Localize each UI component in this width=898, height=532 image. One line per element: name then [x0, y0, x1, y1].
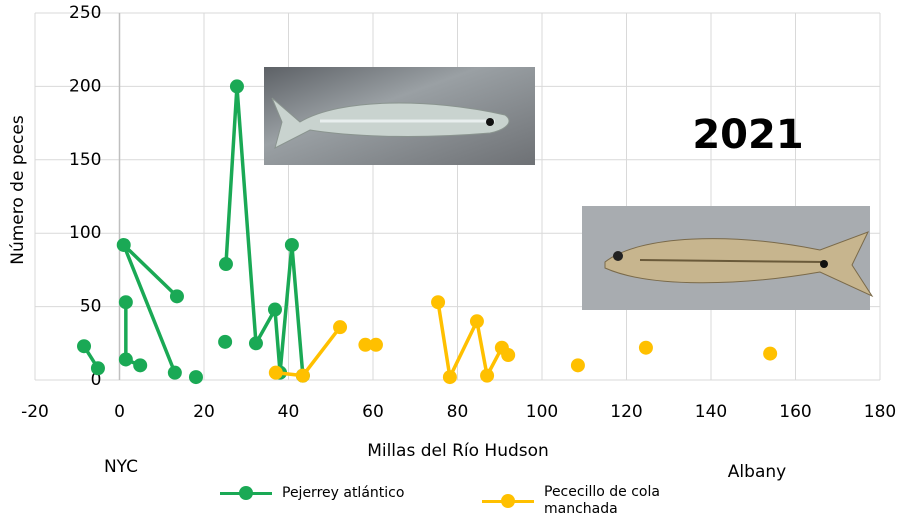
- x-tick-label: 40: [278, 402, 300, 422]
- y-tick-label: 250: [69, 3, 101, 23]
- series-line: [276, 302, 770, 377]
- x-tick-label: 180: [864, 402, 896, 422]
- x-tick-label: 80: [447, 402, 469, 422]
- data-point: [268, 365, 283, 380]
- x-tick-label: 140: [695, 402, 727, 422]
- y-tick-label: 0: [91, 370, 102, 390]
- legend-item: Pejerrey atlántico: [220, 484, 432, 502]
- x-tick-label: 0: [114, 402, 125, 422]
- y-tick-label: 200: [69, 76, 101, 96]
- data-point: [638, 340, 653, 355]
- data-point: [218, 257, 233, 272]
- data-point: [118, 352, 133, 367]
- data-point: [116, 237, 131, 252]
- x-tick-label: 160: [779, 402, 811, 422]
- fish-photo-2: [582, 206, 874, 310]
- data-point: [295, 368, 310, 383]
- y-tick-label: 100: [69, 223, 101, 243]
- grid-layer: 0 50 100 150 200 250 -20 0 20 40 60 80 100 120 140 160 1…: [21, 3, 896, 422]
- data-point: [469, 314, 484, 329]
- data-point: [358, 337, 373, 352]
- y-axis-title: Número de peces: [8, 115, 28, 265]
- legend-label: Pececillo de cola manchada: [544, 484, 660, 517]
- data-point: [248, 336, 263, 351]
- legend-item: Pececillo de cola manchada: [482, 484, 694, 518]
- y-tick-label: 150: [69, 150, 101, 170]
- data-point: [501, 348, 516, 363]
- annotation: NYC: [104, 457, 138, 477]
- data-point: [167, 365, 182, 380]
- data-point: [169, 289, 184, 304]
- data-point: [431, 295, 446, 310]
- data-point: [763, 346, 778, 361]
- data-point: [267, 302, 282, 317]
- data-point: [284, 237, 299, 252]
- data-point: [90, 361, 105, 376]
- y-tick-label: 50: [80, 297, 102, 317]
- annotation: Albany: [728, 462, 786, 482]
- data-point: [118, 295, 133, 310]
- data-point: [218, 334, 233, 349]
- data-point: [229, 79, 244, 94]
- legend-label: Pejerrey atlántico: [282, 484, 405, 501]
- x-tick-label: -20: [21, 402, 49, 422]
- x-tick-label: 20: [193, 402, 215, 422]
- year-label: 2021: [692, 112, 803, 158]
- plot-layer: [77, 79, 778, 385]
- x-tick-label: 60: [362, 402, 384, 422]
- x-tick-label: 100: [526, 402, 558, 422]
- x-tick-label: 120: [610, 402, 642, 422]
- legend-swatch: [482, 492, 534, 510]
- data-point: [368, 337, 383, 352]
- data-point: [77, 339, 92, 354]
- data-point: [480, 368, 495, 383]
- data-point: [133, 358, 148, 373]
- legend-swatch: [220, 484, 272, 502]
- data-point: [570, 358, 585, 373]
- data-point: [188, 370, 203, 385]
- x-axis-title: Millas del Río Hudson: [367, 441, 549, 461]
- fish-photo-1: [264, 67, 535, 165]
- legend: Pejerrey atlántico Pececillo de cola manc…: [220, 484, 780, 528]
- data-point: [333, 320, 348, 335]
- data-point: [442, 370, 457, 385]
